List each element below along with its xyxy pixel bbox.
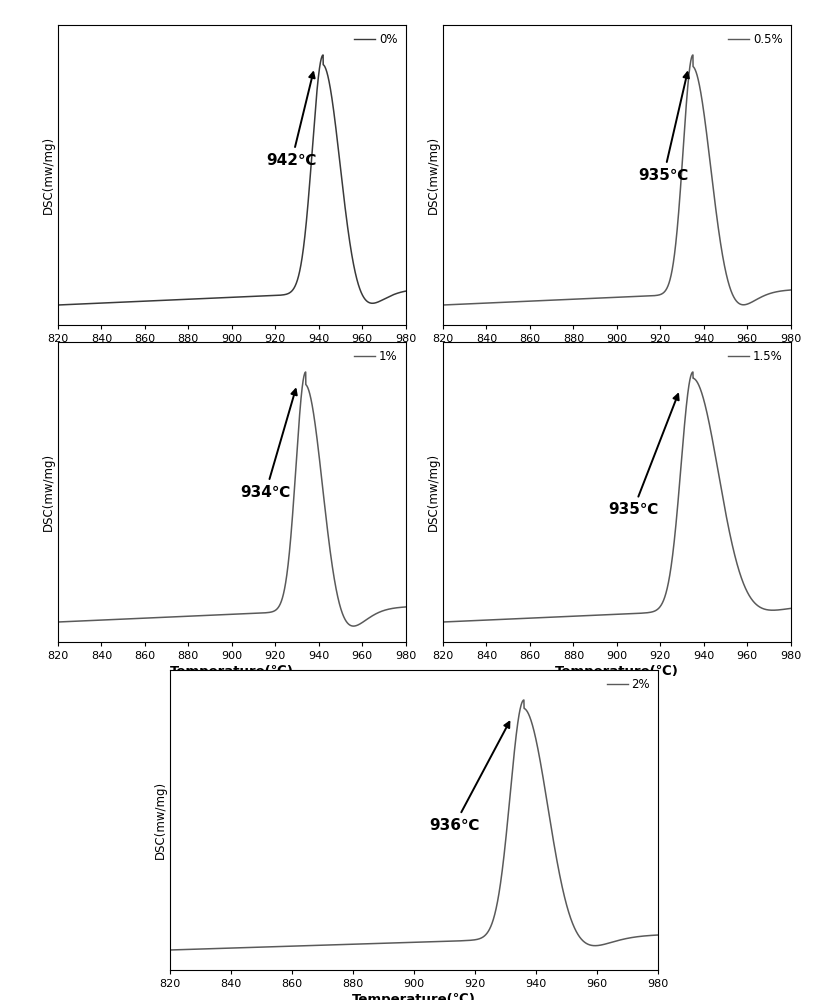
Y-axis label: DSC(mw/mg): DSC(mw/mg) — [427, 453, 440, 531]
Legend: 0.5%: 0.5% — [723, 29, 786, 51]
Legend: 0%: 0% — [349, 29, 402, 51]
X-axis label: Temperature(℃): Temperature(℃) — [554, 665, 678, 678]
Text: 936℃: 936℃ — [428, 722, 509, 832]
Y-axis label: DSC(mw/mg): DSC(mw/mg) — [42, 453, 55, 531]
Legend: 2%: 2% — [601, 674, 654, 696]
Y-axis label: DSC(mw/mg): DSC(mw/mg) — [427, 136, 440, 214]
X-axis label: Temperature(℃): Temperature(℃) — [170, 348, 294, 361]
Y-axis label: DSC(mw/mg): DSC(mw/mg) — [154, 781, 167, 859]
X-axis label: Temperature(℃): Temperature(℃) — [170, 665, 294, 678]
Text: 935℃: 935℃ — [638, 72, 688, 182]
X-axis label: Temperature(℃): Temperature(℃) — [351, 993, 476, 1000]
Text: 934℃: 934℃ — [241, 389, 296, 500]
Y-axis label: DSC(mw/mg): DSC(mw/mg) — [42, 136, 55, 214]
Legend: 1%: 1% — [349, 346, 402, 368]
X-axis label: Temperature(℃): Temperature(℃) — [554, 348, 678, 361]
Text: 935℃: 935℃ — [607, 394, 678, 517]
Text: 942℃: 942℃ — [266, 72, 317, 167]
Legend: 1.5%: 1.5% — [722, 346, 786, 368]
